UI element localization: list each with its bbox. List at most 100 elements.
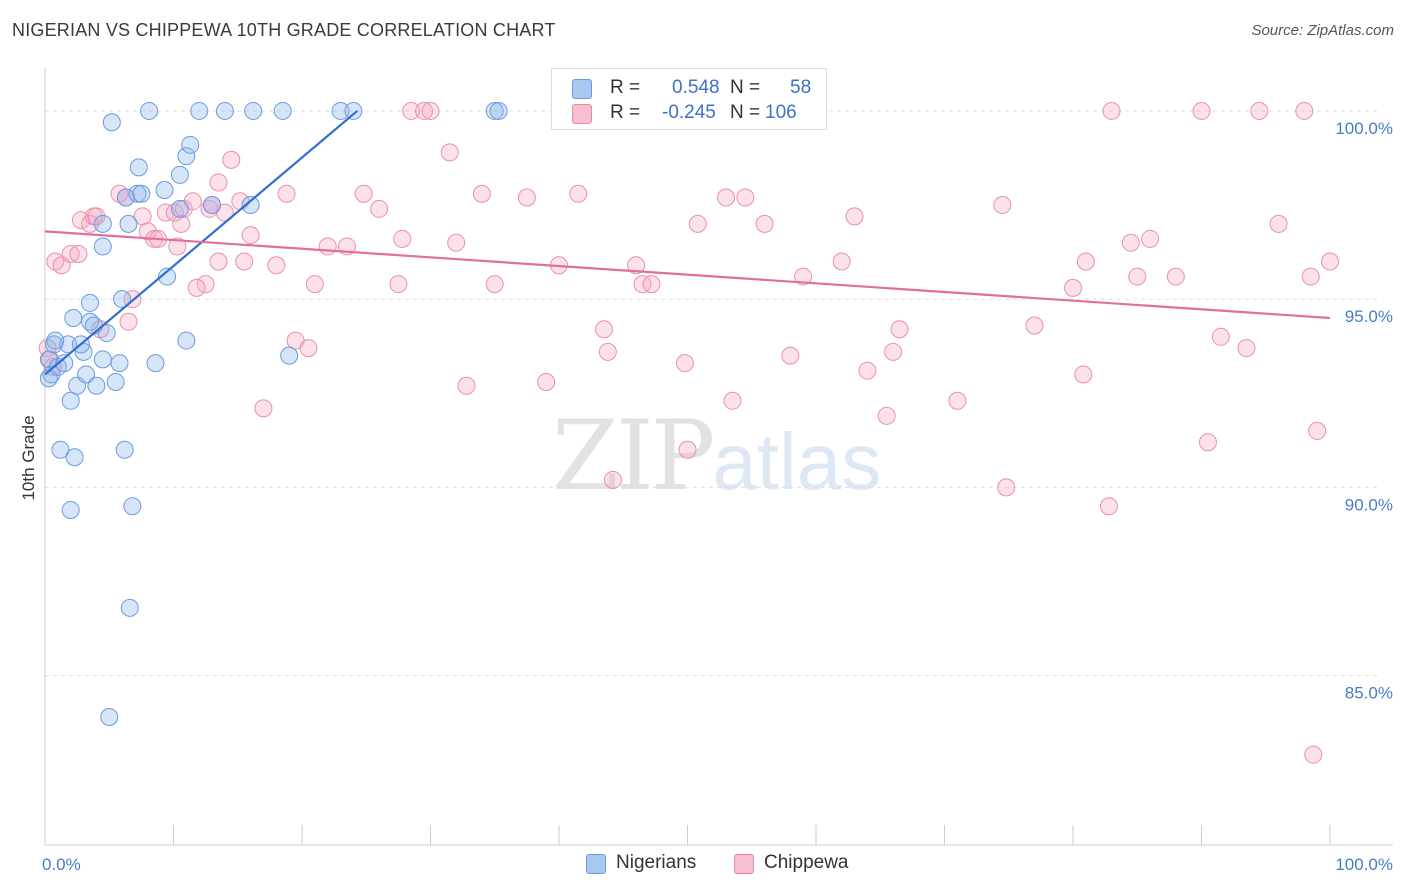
- chippewa-point: [370, 199, 389, 218]
- r-value: -0.245: [662, 102, 716, 123]
- nigerians-point: [190, 101, 209, 120]
- nigerians-point: [140, 101, 159, 120]
- nigerians-point: [344, 101, 363, 120]
- y-axis-title: 10th Grade: [19, 415, 38, 500]
- chippewa-point: [890, 320, 909, 339]
- nigerians-point: [61, 391, 80, 410]
- chippewa-point: [254, 399, 273, 418]
- chippewa-point: [209, 173, 228, 192]
- chippewa-point: [393, 229, 412, 248]
- chippewa-point: [61, 244, 80, 263]
- chippewa-point: [569, 184, 588, 203]
- nigerians-point: [65, 448, 84, 467]
- nigerians-point: [244, 101, 263, 120]
- chippewa-point: [389, 275, 408, 294]
- chippewa-point: [1269, 214, 1288, 233]
- nigerians-point: [115, 440, 134, 459]
- chippewa-point: [755, 214, 774, 233]
- watermark-zip: ZIP: [552, 400, 715, 512]
- y-tick-label: 95.0%: [1345, 307, 1393, 326]
- chippewa-point: [877, 406, 896, 425]
- x-tick-label-right: 100.0%: [1335, 855, 1393, 874]
- chippewa-point: [675, 354, 694, 373]
- chippewa-point: [832, 252, 851, 271]
- chippewa-point: [627, 256, 646, 275]
- chippewa-point: [174, 199, 193, 218]
- nigerians-point: [489, 101, 508, 120]
- nigerians-point: [119, 214, 138, 233]
- chippewa-point: [598, 342, 617, 361]
- chippewa-point: [1295, 101, 1314, 120]
- nigerians-point: [106, 372, 125, 391]
- chippewa-point: [402, 101, 421, 120]
- nigerians-point: [74, 342, 93, 361]
- nigerians-point: [485, 101, 504, 120]
- chippewa-point: [241, 226, 260, 245]
- axis-layer: [44, 68, 1393, 846]
- chippewa-point: [318, 237, 337, 256]
- nigerians-swatch: [572, 79, 592, 99]
- chippewa-point: [1211, 327, 1230, 346]
- legend-label-nigerians: Nigerians: [616, 852, 697, 873]
- nigerians-point: [113, 290, 132, 309]
- chippewa-swatch: [572, 104, 592, 124]
- chippewa-trend-line: [44, 230, 1331, 320]
- chippewa-point: [1198, 433, 1217, 452]
- nigerians-point: [132, 184, 151, 203]
- chippewa-point: [187, 278, 206, 297]
- nigerians-point: [273, 101, 292, 120]
- chippewa-point: [1304, 745, 1323, 764]
- label-layer: 100.0% 95.0% 90.0% 85.0% 0.0% 100.0% 10th Grad…: [19, 119, 1393, 874]
- series-legend: Nigerians Chippewa: [0, 850, 1406, 880]
- chippewa-point: [119, 312, 138, 331]
- nigerians-point: [93, 214, 112, 233]
- chippewa-point: [1074, 365, 1093, 384]
- nigerians-point: [123, 497, 142, 516]
- chippewa-point: [993, 196, 1012, 215]
- nigerians-point: [158, 267, 177, 286]
- nigerians-point: [110, 354, 129, 373]
- chippewa-point: [1141, 229, 1160, 248]
- chippewa-point: [1064, 278, 1082, 297]
- nigerians-point: [280, 346, 299, 365]
- chippewa-point: [235, 252, 254, 271]
- chippewa-point: [603, 470, 622, 489]
- chippewa-point: [299, 339, 318, 358]
- nigerians-point: [51, 440, 70, 459]
- chippewa-point: [1128, 267, 1147, 286]
- chippewa-point: [948, 391, 967, 410]
- chippewa-point: [1076, 252, 1095, 271]
- nigerians-point: [155, 180, 174, 199]
- y-tick-label: 100.0%: [1335, 119, 1393, 138]
- nigerians-point: [80, 293, 99, 312]
- chippewa-point: [196, 275, 215, 294]
- chippewa-point: [440, 143, 459, 162]
- chippewa-point: [168, 237, 187, 256]
- stats-legend: R = 0.548 N = 58 R = -0.245 N = 106: [551, 68, 827, 130]
- chippewa-point: [354, 184, 373, 203]
- chippewa-point: [172, 214, 191, 233]
- n-value: 106: [765, 102, 797, 123]
- chippewa-point: [1121, 233, 1140, 252]
- n-label: N =: [730, 102, 761, 123]
- chippewa-point: [485, 275, 504, 294]
- nigerians-point: [84, 316, 103, 335]
- watermark: ZIPatlas: [552, 400, 881, 512]
- nigerians-point: [146, 354, 165, 373]
- chippewa-point: [87, 207, 106, 226]
- source-credit: Source: ZipAtlas.com: [1251, 22, 1394, 39]
- nigerians-point: [64, 308, 83, 327]
- trend-layer: [44, 110, 1331, 376]
- nigerians-point: [215, 101, 234, 120]
- chippewa-point: [781, 346, 800, 365]
- chippewa-point: [69, 244, 88, 263]
- nigerians-point: [177, 331, 196, 350]
- chippewa-point: [736, 188, 755, 207]
- nigerians-point: [331, 101, 350, 120]
- chippewa-point: [688, 214, 707, 233]
- chippewa-point: [222, 150, 241, 169]
- y-tick-label: 90.0%: [1345, 495, 1393, 514]
- nigerians-point: [177, 147, 196, 166]
- chippewa-point: [472, 184, 491, 203]
